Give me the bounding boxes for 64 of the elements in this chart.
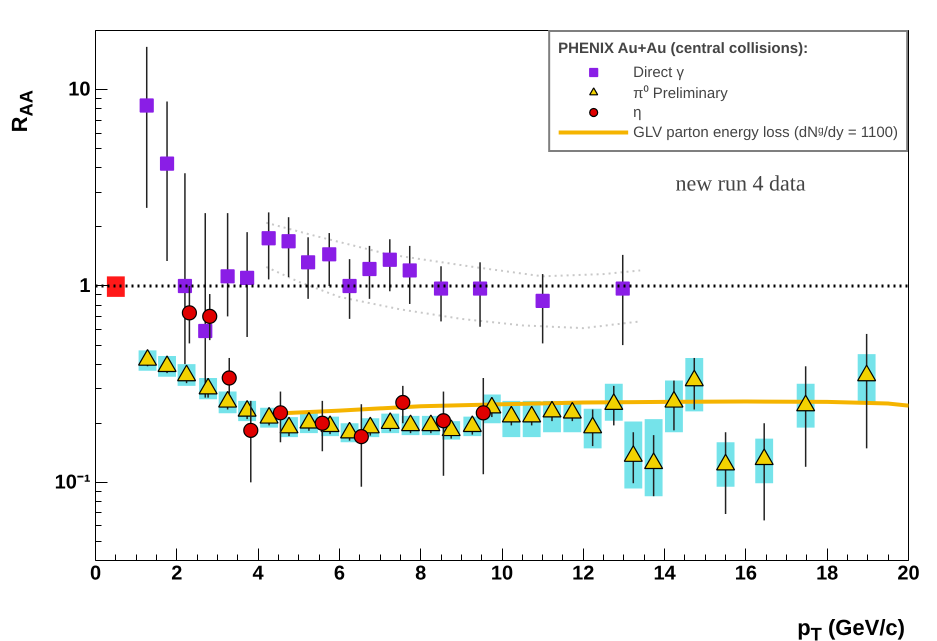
point bbox=[562, 402, 582, 419]
legend-label: Direct γ bbox=[633, 64, 684, 80]
point bbox=[299, 412, 319, 429]
point bbox=[402, 263, 417, 278]
point bbox=[220, 269, 235, 284]
point bbox=[434, 281, 448, 296]
bar bbox=[106, 276, 125, 297]
point bbox=[198, 378, 218, 394]
point bbox=[644, 452, 664, 470]
point bbox=[542, 400, 562, 418]
point bbox=[664, 390, 684, 408]
point bbox=[716, 454, 736, 470]
annotation: new run 4 data bbox=[676, 170, 806, 196]
point bbox=[138, 348, 158, 366]
x-tick-label: 16 bbox=[734, 562, 758, 584]
point bbox=[262, 231, 276, 246]
point bbox=[857, 364, 876, 382]
point bbox=[421, 414, 440, 432]
point bbox=[157, 355, 177, 372]
point bbox=[342, 278, 357, 294]
y-tick-label: 10 bbox=[68, 78, 91, 101]
point bbox=[202, 308, 218, 324]
point bbox=[604, 393, 624, 410]
point bbox=[279, 416, 299, 434]
x-tick-label: 2 bbox=[171, 562, 182, 584]
point bbox=[382, 252, 397, 267]
point bbox=[240, 270, 254, 285]
y-tick-label: 1 bbox=[79, 274, 90, 297]
point bbox=[472, 281, 488, 296]
point bbox=[754, 448, 774, 466]
point bbox=[522, 406, 542, 422]
point bbox=[380, 412, 400, 430]
legend-title: PHENIX Au+Au (central collisions): bbox=[558, 40, 810, 57]
x-axis-title: p$_{T}$ (GeV/c) bbox=[796, 615, 905, 641]
point bbox=[796, 394, 816, 412]
y-tick-label: 10⁻¹ bbox=[54, 471, 91, 494]
x-tick-label: 10 bbox=[490, 562, 514, 584]
point bbox=[362, 262, 377, 276]
x-tick-label: 0 bbox=[90, 562, 102, 584]
x-tick-label: 14 bbox=[653, 562, 677, 584]
x-tick-label: 12 bbox=[572, 562, 594, 584]
point bbox=[462, 415, 482, 432]
point bbox=[259, 406, 279, 424]
point bbox=[684, 370, 704, 386]
point bbox=[583, 416, 602, 434]
x-tick-label: 20 bbox=[897, 562, 920, 584]
point bbox=[616, 281, 630, 296]
point bbox=[624, 445, 643, 462]
x-tick-label: 4 bbox=[252, 562, 265, 584]
legend-label: η bbox=[633, 104, 643, 120]
point bbox=[502, 406, 521, 422]
x-tick-label: 6 bbox=[334, 562, 345, 584]
point bbox=[322, 247, 336, 262]
line-series bbox=[265, 222, 642, 278]
point bbox=[400, 414, 420, 432]
point bbox=[281, 234, 296, 248]
x-tick-label: 18 bbox=[816, 562, 838, 584]
point bbox=[301, 255, 316, 270]
point bbox=[182, 305, 197, 320]
legend-label: π⁰ Preliminary bbox=[633, 84, 728, 102]
legend-label: GLV parton energy loss (dNᵍ/dy = 1100) bbox=[633, 124, 898, 140]
point bbox=[176, 364, 196, 382]
x-tick-label: 8 bbox=[415, 562, 426, 584]
point bbox=[536, 294, 550, 308]
